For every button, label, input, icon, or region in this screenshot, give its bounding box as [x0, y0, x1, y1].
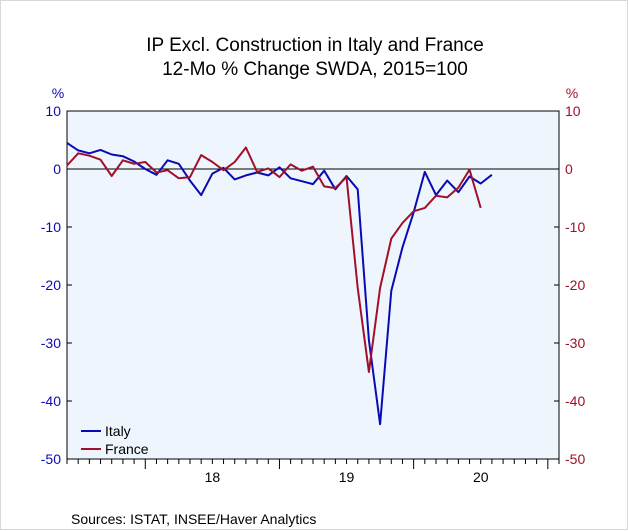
- y-tick-label-right: -20: [565, 277, 585, 293]
- legend-france-label: France: [105, 441, 149, 457]
- x-tick-label: 18: [205, 469, 221, 485]
- y-tick-label-left: -10: [41, 219, 61, 235]
- legend: Italy France: [81, 423, 149, 457]
- y-tick-label-left: -50: [41, 451, 61, 467]
- y-tick-label-left: -20: [41, 277, 61, 293]
- y-tick-label-left: 10: [45, 103, 61, 119]
- left-axis-unit-label: %: [52, 85, 64, 101]
- x-axis-ticks: 18 19 20: [66, 459, 560, 485]
- y-tick-label-left: 0: [53, 161, 61, 177]
- y-tick-label-left: -30: [41, 335, 61, 351]
- y-axis-ticks: 10 10 0 0 -10 -10 -20 -20 -30 -30 -40 -40 -50 -50: [41, 103, 586, 467]
- chart-title: IP Excl. Construction in Italy and Franc…: [146, 35, 484, 56]
- y-tick-label-right: -10: [565, 219, 585, 235]
- x-tick-label: 19: [339, 469, 355, 485]
- chart-subtitle: 12-Mo % Change SWDA, 2015=100: [162, 59, 468, 80]
- y-tick-label-right: -40: [565, 393, 585, 409]
- right-axis-unit-label: %: [566, 85, 578, 101]
- series-line-france: [66, 146, 482, 373]
- series-lines: [66, 142, 493, 426]
- legend-italy-label: Italy: [105, 423, 131, 439]
- y-tick-label-right: 10: [565, 103, 581, 119]
- source-note: Sources: ISTAT, INSEE/Haver Analytics: [71, 511, 316, 527]
- y-tick-label-right: -50: [565, 451, 585, 467]
- y-tick-label-left: -40: [41, 393, 61, 409]
- y-tick-label-right: 0: [565, 161, 573, 177]
- y-tick-label-right: -30: [565, 335, 585, 351]
- x-tick-label: 20: [473, 469, 489, 485]
